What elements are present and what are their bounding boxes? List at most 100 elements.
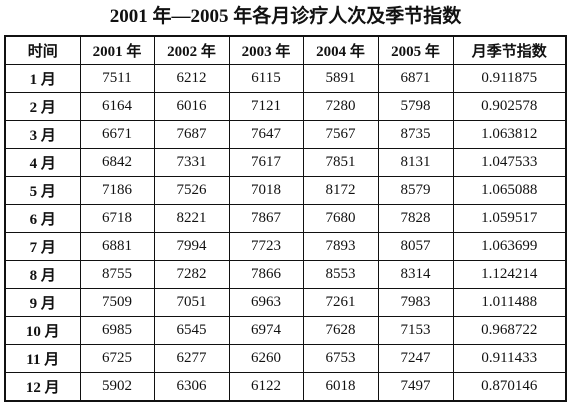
table-cell: 7247	[377, 344, 454, 373]
table-cell: 5891	[302, 64, 379, 93]
table-cell: 1.059517	[452, 204, 567, 233]
table-cell: 7018	[228, 176, 304, 205]
table-cell: 6260	[228, 344, 304, 373]
table-row: 7 月 6881 7994 7723 7893 8057 1.063699	[4, 232, 567, 261]
table-cell: 7331	[153, 148, 230, 177]
table-cell: 7828	[377, 204, 454, 233]
table-cell: 7680	[302, 204, 379, 233]
table-cell: 8735	[377, 120, 454, 149]
table-row: 3 月 6671 7687 7647 7567 8735 1.063812	[4, 120, 567, 149]
table-cell: 7280	[302, 92, 379, 121]
table-cell: 8131	[377, 148, 454, 177]
table-row: 10 月 6985 6545 6974 7628 7153 0.968722	[4, 316, 567, 345]
table-cell: 7628	[302, 316, 379, 345]
table-cell: 6212	[153, 64, 230, 93]
table-cell: 8755	[79, 260, 155, 289]
table-cell: 9 月	[4, 288, 81, 317]
table-cell: 6164	[79, 92, 155, 121]
table-cell: 6725	[79, 344, 155, 373]
table-cell: 10 月	[4, 316, 81, 345]
table-cell: 0.911433	[452, 344, 567, 373]
table-cell: 5798	[377, 92, 454, 121]
table-cell: 6306	[153, 372, 230, 402]
table-cell: 1.065088	[452, 176, 567, 205]
table-cell: 8579	[377, 176, 454, 205]
table-cell: 12 月	[4, 372, 81, 402]
table-cell: 7866	[228, 260, 304, 289]
table-row: 1 月 7511 6212 6115 5891 6871 0.911875	[4, 64, 567, 93]
data-table: 时间 2001 年 2002 年 2003 年 2004 年 2005 年月季节指数 1 …	[4, 35, 567, 402]
column-header: 2005 年	[377, 35, 454, 65]
table-cell: 7282	[153, 260, 230, 289]
table-row: 2 月 6164 6016 7121 7280 5798 0.902578	[4, 92, 567, 121]
column-header: 月季节指数	[452, 35, 567, 65]
table-cell: 7994	[153, 232, 230, 261]
table-cell: 6 月	[4, 204, 81, 233]
table-cell: 1.011488	[452, 288, 567, 317]
table-cell: 4 月	[4, 148, 81, 177]
table-cell: 6881	[79, 232, 155, 261]
table-cell: 6985	[79, 316, 155, 345]
table-cell: 8057	[377, 232, 454, 261]
table-cell: 5 月	[4, 176, 81, 205]
table-cell: 7867	[228, 204, 304, 233]
table-cell: 7186	[79, 176, 155, 205]
table-cell: 6545	[153, 316, 230, 345]
title: 2001 年—2005 年各月诊疗人次及季节指数	[109, 6, 462, 27]
table-cell: 5902	[79, 372, 155, 402]
table-cell: 7723	[228, 232, 304, 261]
table-cell: 7647	[228, 120, 304, 149]
table-cell: 6974	[228, 316, 304, 345]
table-cell: 0.968722	[452, 316, 567, 345]
table-cell: 6277	[153, 344, 230, 373]
table-cell: 6671	[79, 120, 155, 149]
table-row: 11 月 6725 6277 6260 6753 7247 0.911433	[4, 344, 567, 373]
table-cell: 6753	[302, 344, 379, 373]
column-header: 2003 年	[228, 35, 304, 65]
table-cell: 1.047533	[452, 148, 567, 177]
table-cell: 6871	[377, 64, 454, 93]
table-cell: 7893	[302, 232, 379, 261]
table-row: 12 月 5902 6306 6122 6018 7497 0.870146	[4, 372, 567, 402]
table-cell: 7511	[79, 64, 155, 93]
column-header: 2001 年	[79, 35, 155, 65]
table-cell: 7509	[79, 288, 155, 317]
table-cell: 7526	[153, 176, 230, 205]
table-cell: 7687	[153, 120, 230, 149]
table-row: 5 月 7186 7526 7018 8172 8579 1.065088	[4, 176, 567, 205]
table-cell: 7497	[377, 372, 454, 402]
table-cell: 8553	[302, 260, 379, 289]
table-body: 1 月 7511 6212 6115 5891 6871 0.911875 2 月 6164 60…	[4, 64, 567, 402]
column-header: 2004 年	[302, 35, 379, 65]
table-cell: 0.911875	[452, 64, 567, 93]
table-cell: 6016	[153, 92, 230, 121]
column-header: 时间	[4, 35, 81, 65]
table-row: 8 月 8755 7282 7866 8553 8314 1.124214	[4, 260, 567, 289]
table-cell: 8 月	[4, 260, 81, 289]
table-cell: 7 月	[4, 232, 81, 261]
table-cell: 1 月	[4, 64, 81, 93]
table-cell: 7261	[302, 288, 379, 317]
table-cell: 6115	[228, 64, 304, 93]
table-cell: 1.124214	[452, 260, 567, 289]
table-cell: 1.063699	[452, 232, 567, 261]
table-cell: 6842	[79, 148, 155, 177]
table-cell: 0.870146	[452, 372, 567, 402]
table-cell: 0.902578	[452, 92, 567, 121]
header-row: 时间 2001 年 2002 年 2003 年 2004 年 2005 年月季节指数	[4, 35, 567, 65]
table-cell: 6718	[79, 204, 155, 233]
table-cell: 6018	[302, 372, 379, 402]
table-cell: 3 月	[4, 120, 81, 149]
table-cell: 7617	[228, 148, 304, 177]
table-cell: 8172	[302, 176, 379, 205]
table-cell: 7121	[228, 92, 304, 121]
table-row: 4 月 6842 7331 7617 7851 8131 1.047533	[4, 148, 567, 177]
table-cell: 11 月	[4, 344, 81, 373]
table-cell: 7153	[377, 316, 454, 345]
table-cell: 6963	[228, 288, 304, 317]
table-cell: 2 月	[4, 92, 81, 121]
table-cell: 7051	[153, 288, 230, 317]
table-cell: 8314	[377, 260, 454, 289]
table-row: 6 月 6718 8221 7867 7680 7828 1.059517	[4, 204, 567, 233]
